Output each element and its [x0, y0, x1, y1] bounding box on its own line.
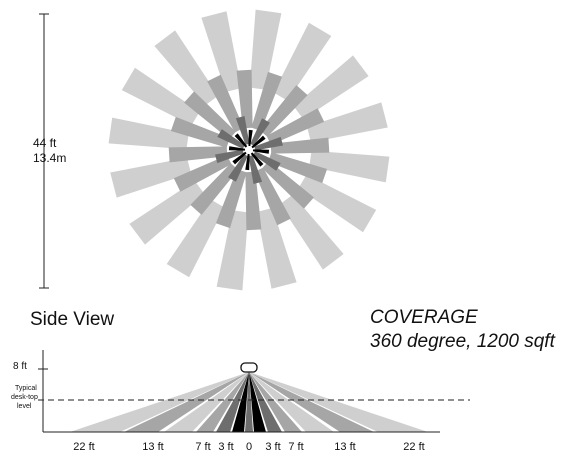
height-label-ft: 44 ft	[33, 136, 57, 150]
outer-zone-spoke	[201, 11, 242, 93]
distance-label-left-13: 13 ft	[142, 441, 163, 453]
outer-zone-spoke	[256, 208, 297, 289]
fan-wedge	[124, 372, 249, 432]
inner-zone-spoke	[248, 155, 263, 184]
inner-zone-spoke	[228, 154, 248, 182]
outer-zone-spoke	[216, 210, 249, 291]
middle-zone-spoke	[236, 69, 253, 129]
outer-zone-spoke	[108, 117, 189, 150]
middle-zone-spoke	[184, 91, 236, 140]
desk-label-desktop: desk-top	[11, 394, 38, 401]
coverage-heading: COVERAGE	[370, 307, 478, 328]
distance-label-left-22: 22 ft	[73, 441, 94, 453]
inner-zone-spoke	[250, 118, 270, 146]
core-zone-spoke	[252, 149, 270, 154]
outer-zone-spoke	[309, 150, 390, 183]
middle-zone-spoke	[168, 146, 228, 163]
core-zone-spoke	[232, 151, 247, 165]
core-zone-spoke	[228, 146, 246, 151]
outer-zone-spoke	[249, 9, 282, 90]
sensor-icon	[240, 362, 258, 373]
fan-wedge	[249, 372, 266, 432]
distance-label-center: 0	[246, 441, 252, 453]
fan-wedge	[249, 372, 334, 432]
side-view-title: Side View	[30, 309, 114, 330]
distance-label-right-22: 22 ft	[403, 441, 424, 453]
middle-zone-spoke	[259, 85, 308, 137]
fan-wedge	[245, 372, 253, 432]
fan-wedge	[164, 372, 249, 432]
outer-zone-spoke	[110, 157, 191, 198]
side-coverage-fan	[70, 372, 428, 432]
middle-zone-spoke	[251, 71, 283, 131]
fan-wedge	[216, 372, 249, 432]
middle-zone-spoke	[170, 116, 230, 148]
core-zone-spoke	[245, 153, 250, 171]
fan-wedge	[249, 372, 282, 432]
core-zone-spoke	[251, 135, 266, 149]
fan-wedge	[249, 372, 374, 432]
core-zone-spoke	[250, 152, 264, 167]
coverage-detail: 360 degree, 1200 sqft	[370, 331, 556, 352]
outer-zone-spoke	[166, 199, 225, 278]
fan-wedge	[70, 372, 249, 432]
distance-label-left-3: 3 ft	[218, 441, 233, 453]
fan-wedge	[232, 372, 249, 432]
coverage-starburst	[108, 9, 390, 291]
middle-zone-spoke	[254, 167, 291, 226]
height-label-m: 13.4m	[33, 151, 66, 165]
mount-height-label: 8 ft	[13, 361, 27, 372]
distance-labels: 22 ft 13 ft 7 ft 3 ft 0 3 ft 7 ft 13 ft …	[73, 441, 424, 453]
middle-zone-spoke	[266, 108, 325, 145]
middle-zone-spoke	[270, 137, 330, 154]
outer-zone-spoke	[298, 174, 377, 233]
middle-zone-spoke	[190, 163, 239, 215]
fan-wedge	[249, 372, 302, 432]
desk-label-typical: Typical	[15, 385, 37, 392]
middle-zone-spoke	[207, 74, 244, 133]
inner-zone-spoke	[235, 116, 250, 145]
core-zone-spoke	[248, 129, 253, 147]
distance-label-right-13: 13 ft	[334, 441, 355, 453]
middle-zone-spoke	[215, 169, 247, 229]
distance-label-right-7: 7 ft	[288, 441, 303, 453]
inner-zone-spoke	[254, 136, 283, 151]
middle-zone-spoke	[173, 155, 232, 192]
outer-zone-spoke	[273, 22, 332, 101]
core-zone-spoke	[234, 133, 248, 148]
distance-label-left-7: 7 ft	[195, 441, 210, 453]
middle-zone-spoke	[262, 160, 314, 209]
outer-zone-spoke	[121, 67, 200, 126]
coverage-info: COVERAGE 360 degree, 1200 sqft	[370, 307, 556, 352]
outer-zone-spoke	[307, 102, 388, 143]
inner-zone-spoke	[253, 151, 281, 171]
middle-zone-spoke	[245, 171, 262, 231]
fan-wedge	[249, 372, 428, 432]
middle-zone-spoke	[268, 152, 328, 184]
inner-zone-spoke	[217, 129, 245, 149]
side-view: Side View 8 ft Typical desk-top level 22…	[11, 309, 470, 453]
outer-zone-spoke	[279, 194, 344, 270]
top-view: 44 ft 13.4m	[33, 9, 390, 291]
outer-zone-spoke	[129, 180, 205, 245]
fan-wedge	[196, 372, 249, 432]
desk-label-level: level	[17, 403, 32, 410]
outer-zone-spoke	[154, 30, 219, 106]
outer-zone-spoke	[293, 55, 369, 120]
distance-label-right-3: 3 ft	[265, 441, 280, 453]
inner-zone-spoke	[215, 149, 244, 164]
